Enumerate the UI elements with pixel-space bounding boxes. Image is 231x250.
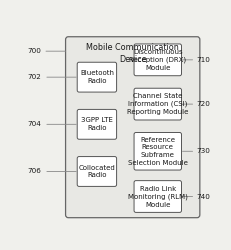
Text: 720: 720 — [197, 101, 210, 107]
Text: Reference
Resource
Subframe
Selection Module: Reference Resource Subframe Selection Mo… — [128, 137, 188, 166]
Text: 706: 706 — [27, 168, 41, 174]
Text: Discontinuous
Reception (DRX)
Module: Discontinuous Reception (DRX) Module — [129, 49, 186, 71]
FancyBboxPatch shape — [134, 181, 182, 212]
FancyBboxPatch shape — [77, 62, 117, 92]
Text: Radio Link
Monitoring (RLM)
Module: Radio Link Monitoring (RLM) Module — [128, 186, 188, 208]
Text: 710: 710 — [197, 57, 210, 63]
FancyBboxPatch shape — [77, 110, 117, 139]
FancyBboxPatch shape — [66, 37, 200, 218]
Text: Channel State
Information (CSI)
Reporting Module: Channel State Information (CSI) Reportin… — [127, 93, 188, 115]
Text: 740: 740 — [197, 194, 210, 200]
FancyBboxPatch shape — [134, 132, 182, 170]
Text: Mobile Communication
Device: Mobile Communication Device — [86, 44, 179, 64]
Text: 704: 704 — [27, 121, 41, 127]
FancyBboxPatch shape — [77, 156, 117, 186]
Text: Bluetooth
Radio: Bluetooth Radio — [80, 70, 114, 84]
Text: 702: 702 — [27, 74, 41, 80]
FancyBboxPatch shape — [134, 44, 182, 76]
FancyBboxPatch shape — [134, 88, 182, 120]
Text: 3GPP LTE
Radio: 3GPP LTE Radio — [81, 118, 113, 131]
Text: 700: 700 — [27, 48, 41, 54]
Text: Collocated
Radio: Collocated Radio — [79, 164, 115, 178]
Text: 730: 730 — [197, 148, 210, 154]
